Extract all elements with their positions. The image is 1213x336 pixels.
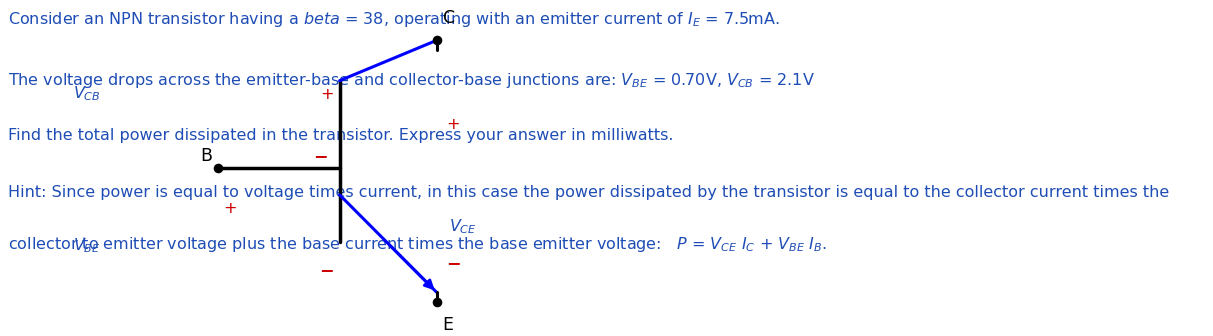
Text: $\bf{-}$: $\bf{-}$ xyxy=(313,145,328,164)
Text: Consider an NPN transistor having a $\it{beta}$ = 38, operating with an emitter : Consider an NPN transistor having a $\it… xyxy=(8,10,780,29)
Text: $V_{BE}$: $V_{BE}$ xyxy=(73,236,101,255)
Text: +: + xyxy=(446,117,460,132)
Text: $V_{CE}$: $V_{CE}$ xyxy=(449,217,477,236)
Text: collector to emitter voltage plus the base current times the base emitter voltag: collector to emitter voltage plus the ba… xyxy=(8,235,827,254)
Text: +: + xyxy=(320,87,334,101)
Text: $\bf{-}$: $\bf{-}$ xyxy=(446,253,461,271)
Text: The voltage drops across the emitter-base and collector-base junctions are: $V_{: The voltage drops across the emitter-bas… xyxy=(8,71,815,90)
Point xyxy=(427,300,446,305)
Text: Find the total power dissipated in the transistor. Express your answer in milliw: Find the total power dissipated in the t… xyxy=(8,128,674,143)
Point xyxy=(209,165,228,171)
Text: $V_{CB}$: $V_{CB}$ xyxy=(73,85,101,103)
Text: $\bf{-}$: $\bf{-}$ xyxy=(319,260,334,278)
Text: +: + xyxy=(223,201,238,216)
Point xyxy=(427,38,446,43)
Text: E: E xyxy=(443,316,454,334)
Text: C: C xyxy=(443,9,455,27)
Text: Hint: Since power is equal to voltage times current, in this case the power diss: Hint: Since power is equal to voltage ti… xyxy=(8,185,1169,200)
Text: B: B xyxy=(200,146,212,165)
